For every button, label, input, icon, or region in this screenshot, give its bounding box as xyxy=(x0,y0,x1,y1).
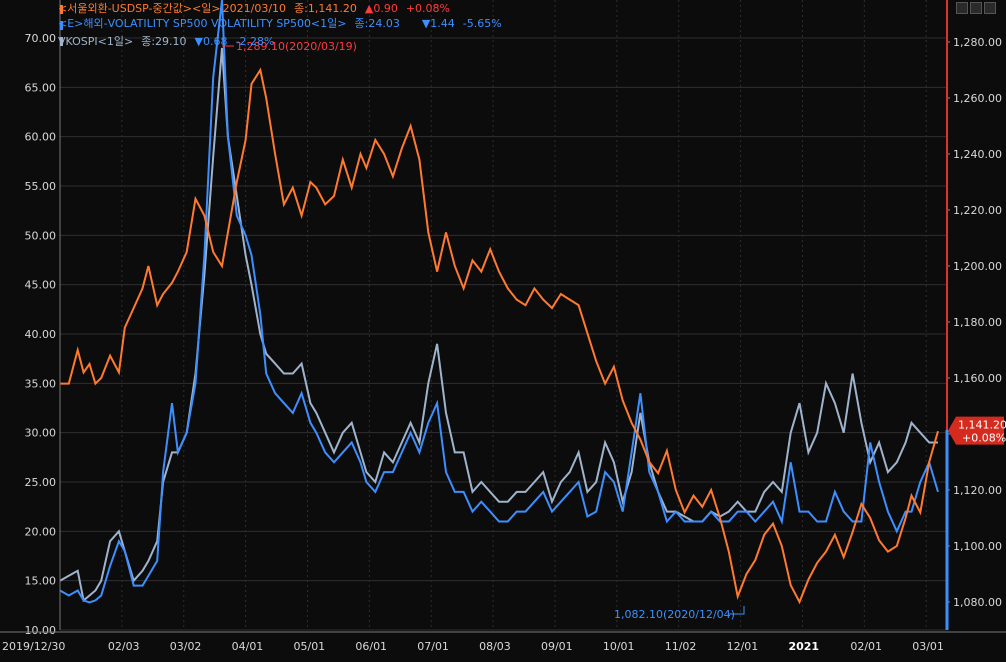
usd-line xyxy=(60,67,939,605)
y-tick-label-right: 1,180.00 xyxy=(953,316,1002,329)
legend-vkospi: VKOSPI<1일> 종:29.10 ▼0.68 -2.28% xyxy=(58,35,282,49)
legend-usd-change: ▲0.90 xyxy=(364,2,398,15)
legend-usd: <서울외환-USDSP-중간값><일> 2021/03/10 종:1,141.20 ▲… xyxy=(58,2,458,16)
vix-line xyxy=(59,0,939,604)
legend-vix-close: 종:24.03 xyxy=(354,17,400,30)
x-tick-label: 02/01 xyxy=(850,640,882,653)
y-tick-label-left: 60.00 xyxy=(25,131,57,144)
x-tick-label: 10/01 xyxy=(603,640,635,653)
y-tick-label-left: 10.00 xyxy=(25,624,57,637)
legend-vkospi-name: VKOSPI<1일> xyxy=(58,35,134,48)
y-tick-label-right: 1,280.00 xyxy=(953,36,1002,49)
legend-vix-name: <E>해외-VOLATILITY SP500 VOLATILITY SP500<… xyxy=(58,17,347,30)
legend-marker xyxy=(60,21,63,30)
x-tick-label: 08/03 xyxy=(479,640,511,653)
x-tick-label: 12/01 xyxy=(727,640,759,653)
legend-vkospi-close: 종:29.10 xyxy=(141,35,187,48)
x-tick-label: 05/01 xyxy=(293,640,325,653)
y-tick-label-left: 65.00 xyxy=(25,81,57,94)
y-tick-label-right: 1,200.00 xyxy=(953,260,1002,273)
x-tick-label: 2019/12/30 xyxy=(2,640,65,653)
legend-vkospi-change: ▼0.68 xyxy=(194,35,228,48)
current-value-pct: +0.08% xyxy=(962,432,1006,445)
vkospi-line xyxy=(59,47,938,603)
y-tick-label-left: 20.00 xyxy=(25,525,57,538)
y-tick-label-right: 1,100.00 xyxy=(953,540,1002,553)
current-value-text: 1,141.20 xyxy=(958,419,1006,432)
x-tick-label: 04/01 xyxy=(232,640,264,653)
x-tick-label: 03/01 xyxy=(912,640,944,653)
current-value-tag xyxy=(948,416,1004,445)
y-tick-label-left: 50.00 xyxy=(25,229,57,242)
annotation-max: 1,289.10(2020/03/19) xyxy=(236,40,357,53)
legend-vkospi-pct: -2.28% xyxy=(235,35,275,48)
y-tick-label-left: 35.00 xyxy=(25,377,57,390)
annotation-min: 1,082.10(2020/12/04) xyxy=(614,608,735,621)
y-tick-label-left: 40.00 xyxy=(25,328,57,341)
annotation-min-leader xyxy=(728,606,745,615)
legend-usd-pct: +0.08% xyxy=(405,2,450,15)
legend-vix-pct: -5.65% xyxy=(462,17,502,30)
y-tick-label-right: 1,260.00 xyxy=(953,92,1002,105)
x-tick-label: 02/03 xyxy=(108,640,140,653)
maximize-chart-button[interactable] xyxy=(970,2,982,14)
y-tick-label-right: 1,120.00 xyxy=(953,484,1002,497)
y-tick-label-left: 25.00 xyxy=(25,476,57,489)
legend-marker xyxy=(60,5,63,14)
y-tick-label-left: 30.00 xyxy=(25,427,57,440)
close-chart-button[interactable] xyxy=(984,2,996,14)
legend-vix: <E>해외-VOLATILITY SP500 VOLATILITY SP500<… xyxy=(58,17,510,31)
x-tick-label: 09/01 xyxy=(541,640,573,653)
x-tick-label: 11/02 xyxy=(665,640,697,653)
y-tick-label-left: 15.00 xyxy=(25,575,57,588)
y-tick-label-left: 70.00 xyxy=(25,32,57,45)
y-tick-label-left: 45.00 xyxy=(25,279,57,292)
legend-marker xyxy=(60,37,63,46)
x-tick-label: 07/01 xyxy=(417,640,449,653)
x-tick-label: 06/01 xyxy=(355,640,387,653)
legend-vix-change: ▼1.44 xyxy=(421,17,455,30)
y-tick-label-right: 1,220.00 xyxy=(953,204,1002,217)
y-tick-label-right: 1,240.00 xyxy=(953,148,1002,161)
legend-usd-close: 종:1,141.20 xyxy=(294,2,357,15)
y-tick-label-left: 55.00 xyxy=(25,180,57,193)
x-tick-label: 2021 xyxy=(788,640,819,653)
x-tick-label: 03/02 xyxy=(170,640,202,653)
legend-usd-name: <서울외환-USDSP-중간값><일> xyxy=(58,2,221,15)
minimize-chart-button[interactable] xyxy=(956,2,968,14)
y-tick-label-right: 1,080.00 xyxy=(953,596,1002,609)
legend-usd-date: 2021/03/10 xyxy=(222,2,287,15)
y-tick-label-right: 1,160.00 xyxy=(953,372,1002,385)
